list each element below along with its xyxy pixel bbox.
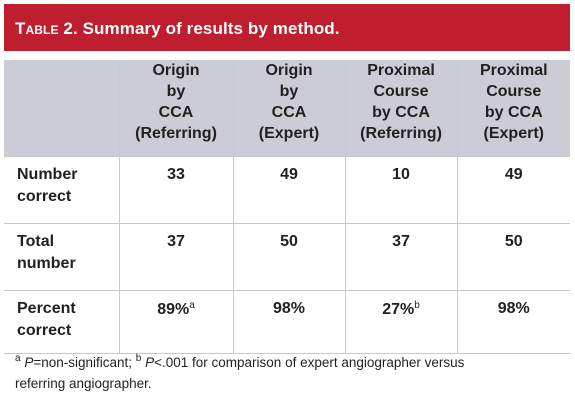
row-label: Total number <box>4 223 120 291</box>
column-header-origin-expert: Origin by CCA (Expert) <box>233 60 346 157</box>
table-cell: 33 <box>119 156 234 224</box>
table-title: Table 2. Summary of results by method. <box>4 4 570 51</box>
corner-cell <box>4 60 120 157</box>
table-figure: Table 2. Summary of results by method. O… <box>4 4 570 396</box>
header-line: by CCA <box>372 104 430 121</box>
table-cell: 37 <box>345 223 458 291</box>
header-line: by <box>279 83 299 100</box>
header-line: Proximal <box>479 62 548 79</box>
row-label: Percent correct <box>4 290 120 354</box>
header-line: CCA <box>158 104 194 121</box>
header-line: Proximal <box>367 62 435 79</box>
table-number: Table 2. <box>15 19 78 38</box>
table-cell: 89%a <box>119 290 234 354</box>
header-line: (Expert) <box>483 125 544 142</box>
header-line: by <box>166 83 186 100</box>
header-line: Course <box>486 83 542 100</box>
header-row: Origin by CCA (Referring) Origin by CCA … <box>4 60 570 157</box>
header-line: (Referring) <box>360 125 442 142</box>
header-line: Origin <box>152 62 200 79</box>
table-row-number-correct: Number correct 33 49 10 49 <box>4 156 570 224</box>
table-row-total-number: Total number 37 50 37 50 <box>4 223 570 291</box>
header-line: (Referring) <box>135 125 217 142</box>
column-header-proximal-expert: Proximal Course by CCA (Expert) <box>457 60 570 157</box>
column-header-proximal-referring: Proximal Course by CCA (Referring) <box>345 60 458 157</box>
table-cell: 98% <box>233 290 346 354</box>
table-cell: 37 <box>119 223 234 291</box>
footnote-marker: a <box>189 299 195 311</box>
table-cell: 10 <box>345 156 458 224</box>
table-footnote: a P=non-significant; b P<.001 for compar… <box>15 348 563 394</box>
header-line: Origin <box>265 62 313 79</box>
header-line: (Expert) <box>258 125 320 142</box>
header-line: Course <box>373 83 429 100</box>
table-row-percent-correct: Percent correct 89%a 98% 27%b 98% <box>4 290 570 354</box>
table-cell: 50 <box>233 223 346 291</box>
table-cell: 27%b <box>345 290 458 354</box>
row-label: Number correct <box>4 156 120 224</box>
table-cell: 49 <box>233 156 346 224</box>
footnote-line-2: referring angiographer. <box>15 376 152 391</box>
header-line: by CCA <box>484 104 543 121</box>
table-cell: 98% <box>457 290 570 354</box>
table-caption: Summary of results by method. <box>82 19 340 38</box>
results-table: Origin by CCA (Referring) Origin by CCA … <box>4 60 570 354</box>
header-line: CCA <box>271 104 307 121</box>
column-header-origin-referring: Origin by CCA (Referring) <box>119 60 234 157</box>
footnote-marker: b <box>414 299 420 311</box>
footnote-line-1: a P=non-significant; b P<.001 for compar… <box>15 353 465 370</box>
table-cell: 50 <box>457 223 570 291</box>
table-cell: 49 <box>457 156 570 224</box>
